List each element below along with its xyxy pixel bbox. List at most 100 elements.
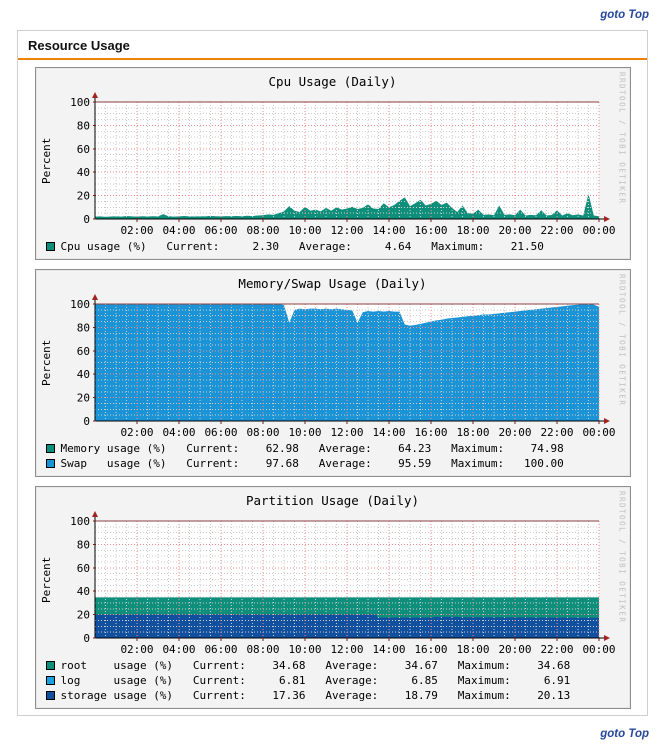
average-label: Average: (325, 659, 379, 672)
current-value: 97.68 (265, 457, 299, 470)
svg-text:10:00: 10:00 (288, 426, 321, 439)
maximum-label: Maximum: (451, 457, 505, 470)
maximum-label: Maximum: (451, 442, 505, 455)
legend-row-memory: Memory usage (%) Current: 62.98 Average:… (45, 441, 630, 456)
current-label: Current: (192, 674, 246, 687)
average-label: Average: (325, 689, 379, 702)
svg-text:04:00: 04:00 (162, 643, 195, 656)
current-value: 17.36 (272, 689, 306, 702)
svg-text:20: 20 (76, 609, 89, 622)
legend-row-storage: storage usage (%) Current: 17.36 Average… (45, 688, 630, 703)
current-label: Current: (186, 442, 240, 455)
current-label: Current: (192, 659, 246, 672)
svg-text:20:00: 20:00 (498, 224, 531, 237)
bottom-link-row: goto Top (0, 716, 661, 746)
series-unit: usage (%) (106, 442, 167, 455)
svg-text:18:00: 18:00 (456, 224, 489, 237)
svg-text:14:00: 14:00 (372, 643, 405, 656)
maximum-label: Maximum: (457, 689, 511, 702)
svg-text:0: 0 (83, 213, 90, 226)
rrdtool-watermark: RRDTOOL / TOBI OETIKER (617, 72, 627, 205)
series-name: log (60, 674, 81, 687)
svg-text:08:00: 08:00 (246, 643, 279, 656)
partition-chart-panel: Partition Usage (Daily) 0 20 40 60 80 100 02:0… (34, 486, 631, 709)
partition-chart-title: Partition Usage (Daily) (245, 493, 420, 508)
current-value: 34.68 (272, 659, 306, 672)
svg-text:22:00: 22:00 (540, 643, 573, 656)
series-name: storage (60, 689, 107, 702)
memory-swap-chart-panel: Memory/Swap Usage (Daily) 0 20 40 60 80 100 02… (34, 269, 631, 477)
series-unit: usage (%) (113, 659, 174, 672)
svg-text:60: 60 (76, 345, 89, 358)
maximum-label: Maximum: (431, 240, 485, 253)
series-unit: usage (%) (113, 689, 174, 702)
svg-text:08:00: 08:00 (246, 224, 279, 237)
maximum-value: 6.91 (543, 674, 571, 687)
svg-text:02:00: 02:00 (120, 224, 153, 237)
legend-row-swap: Swap usage (%) Current: 97.68 Average: 9… (45, 456, 630, 471)
cpu-usage-chart-panel: Cpu Usage (Daily) 0 20 40 60 80 100 02:00 04:00… (34, 67, 631, 260)
series-name: root (60, 659, 88, 672)
current-value: 2.30 (252, 240, 279, 253)
maximum-value: 21.50 (510, 240, 544, 253)
average-value: 4.64 (384, 240, 412, 253)
svg-text:14:00: 14:00 (372, 426, 405, 439)
svg-text:10:00: 10:00 (288, 643, 321, 656)
svg-text:20:00: 20:00 (498, 643, 531, 656)
average-value: 6.85 (411, 674, 438, 687)
log-swatch (45, 676, 55, 685)
memory-swap-legend: Memory usage (%) Current: 62.98 Average:… (36, 440, 630, 471)
svg-text:20:00: 20:00 (498, 426, 531, 439)
cpu-swatch (45, 242, 55, 251)
maximum-value: 74.98 (530, 442, 564, 455)
svg-text:22:00: 22:00 (540, 224, 573, 237)
goto-top-link[interactable]: goto Top (600, 9, 649, 21)
memory-chart-title: Memory/Swap Usage (Daily) (238, 276, 427, 291)
legend-row-log: log usage (%) Current: 6.81 Average: 6.8… (45, 673, 630, 688)
legend-row-cpu: Cpu usage (%) Current: 2.30 Average: 4.6… (45, 239, 630, 254)
maximum-value: 20.13 (537, 689, 571, 702)
svg-text:20: 20 (76, 190, 89, 203)
svg-text:16:00: 16:00 (414, 426, 447, 439)
svg-text:100: 100 (70, 515, 90, 528)
average-value: 18.79 (404, 689, 438, 702)
maximum-value: 100.00 (523, 457, 564, 470)
memory-swap-graph: 0 20 40 60 80 100 02:00 04:00 06:00 08:00 10:00 12:… (70, 294, 615, 439)
svg-text:00:00: 00:00 (582, 426, 615, 439)
maximum-label: Maximum: (457, 674, 511, 687)
svg-text:40: 40 (76, 166, 89, 179)
average-value: 34.67 (404, 659, 438, 672)
series-name: Swap (60, 457, 88, 470)
svg-text:06:00: 06:00 (204, 426, 237, 439)
svg-text:80: 80 (76, 119, 89, 132)
svg-text:20: 20 (76, 392, 89, 405)
svg-text:0: 0 (83, 632, 90, 645)
svg-text:06:00: 06:00 (204, 224, 237, 237)
svg-text:06:00: 06:00 (204, 643, 237, 656)
memory-swatch (45, 444, 55, 453)
svg-text:0: 0 (83, 415, 90, 428)
svg-text:60: 60 (76, 143, 89, 156)
series-unit: usage (%) (86, 240, 147, 253)
memory-y-axis-label: Percent (39, 339, 53, 386)
svg-text:04:00: 04:00 (162, 426, 195, 439)
cpu-usage-graph: 0 20 40 60 80 100 02:00 04:00 06:00 08:00 10:00 12:… (70, 92, 615, 237)
cpu-chart-title: Cpu Usage (Daily) (268, 74, 397, 89)
resource-usage-section: Resource Usage Cpu Usage (Daily) 0 20 40 60… (17, 30, 648, 716)
svg-text:80: 80 (76, 538, 89, 551)
svg-text:12:00: 12:00 (330, 643, 363, 656)
average-label: Average: (318, 442, 372, 455)
svg-text:16:00: 16:00 (414, 643, 447, 656)
svg-text:18:00: 18:00 (456, 643, 489, 656)
svg-text:02:00: 02:00 (120, 426, 153, 439)
current-label: Current: (192, 689, 246, 702)
svg-text:12:00: 12:00 (330, 224, 363, 237)
series-unit: usage (%) (113, 674, 174, 687)
series-name: Memory (60, 442, 101, 455)
average-label: Average: (318, 457, 372, 470)
legend-row-root: root usage (%) Current: 34.68 Average: 3… (45, 658, 630, 673)
cpu-legend: Cpu usage (%) Current: 2.30 Average: 4.6… (36, 238, 630, 254)
average-value: 64.23 (398, 442, 432, 455)
average-label: Average: (298, 240, 352, 253)
partition-legend: root usage (%) Current: 34.68 Average: 3… (36, 657, 630, 703)
